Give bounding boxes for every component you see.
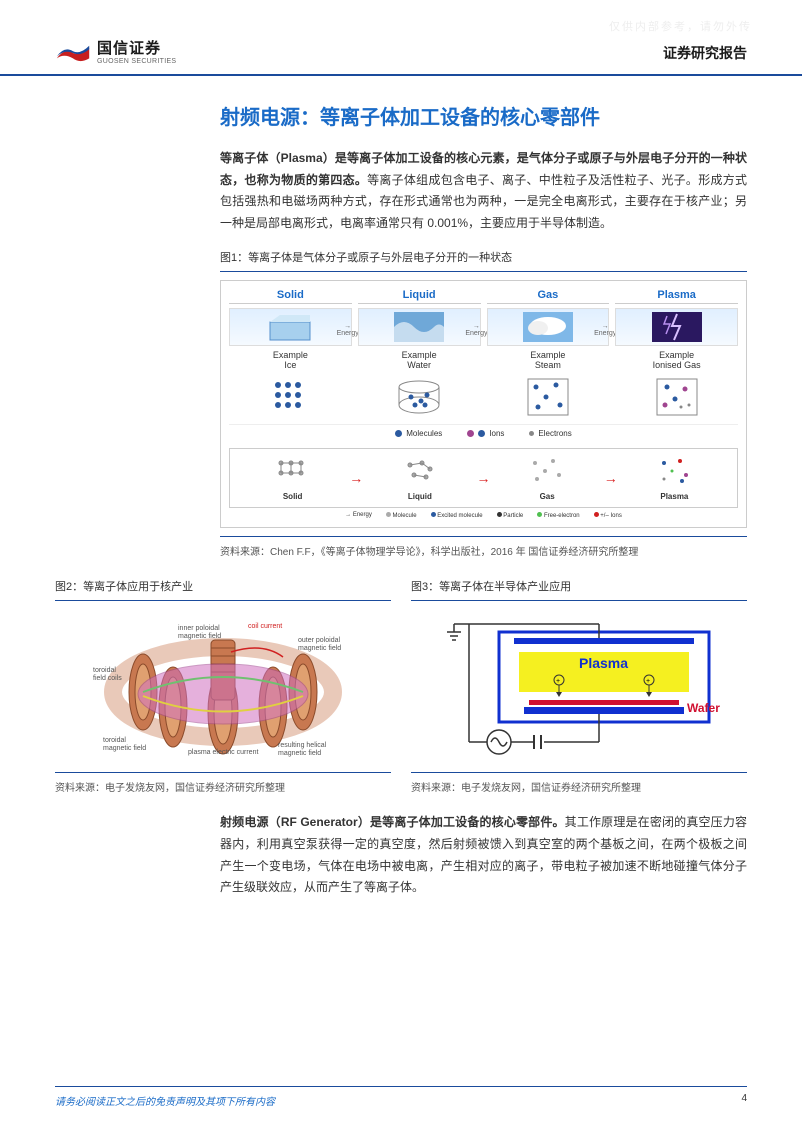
label-coil: coil current [248,623,282,630]
fig1-diagram: Solid →Energy Example Ice Liquid →Energy [220,280,747,528]
fig3-column: 图3：等离子体在半导体产业应用 Plasma + + Wafer [411,578,747,794]
row2-label: Liquid [363,492,476,501]
state-example-sub: Ionised Gas [615,360,738,370]
state-image-gas: →Energy [487,308,610,346]
page-footer: 请务必阅读正文之后的免责声明及其项下所有内容 4 [55,1086,747,1108]
fig3-source: 资料来源：电子发烧友网，国信证券经济研究所整理 [411,772,747,794]
energy-arrow: →Energy [337,323,359,337]
page-header: 国信证券 GUOSEN SECURITIES 证券研究报告 [0,0,802,76]
state-label: Gas [487,289,610,304]
fig3-plasma-chamber: Plasma + + Wafer [411,609,747,764]
svg-text:magnetic field: magnetic field [298,645,341,652]
row2-label: Solid [236,492,349,501]
r2-legend-item: → Energy [345,512,372,519]
particle-gas [487,376,610,418]
row2-label: Gas [491,492,604,501]
content-block-2: 射频电源（RF Generator）是等离子体加工设备的核心零部件。其工作原理是… [0,794,802,898]
fig1-caption: 图1：等离子体是气体分子或原子与外层电子分开的一种状态 [220,249,747,272]
state-label: Plasma [615,289,738,304]
logo-text: 国信证券 GUOSEN SECURITIES [97,41,176,65]
r2-legend-item: Molecule [386,512,417,519]
row2-arrow: → [477,470,491,486]
state-example-sub: Ice [229,360,352,370]
row2-label: Plasma [618,492,731,501]
row2-plasma: Plasma [618,455,731,501]
paragraph-2: 射频电源（RF Generator）是等离子体加工设备的核心零部件。其工作原理是… [220,812,747,898]
state-example: Example [615,350,738,360]
fig2-caption: 图2：等离子体应用于核产业 [55,578,391,601]
energy-arrow: →Energy [465,323,487,337]
state-example-sub: Steam [487,360,610,370]
particle-liquid [358,376,481,418]
state-image-solid: →Energy [229,308,352,346]
row2-gas: Gas [491,455,604,501]
fig1-col-solid: Solid →Energy Example Ice [229,289,352,418]
fig1-col-plasma: Plasma Example Ionised Gas [615,289,738,418]
state-image-plasma [615,308,738,346]
footer-page-number: 4 [741,1093,747,1108]
fig2-source: 资料来源：电子发烧友网，国信证券经济研究所整理 [55,772,391,794]
fig1-col-gas: Gas →Energy Example Steam [487,289,610,418]
plasma-label: Plasma [579,655,628,671]
state-example: Example [229,350,352,360]
state-example: Example [358,350,481,360]
legend-ions: Ions [467,429,504,438]
svg-text:toroidal: toroidal [93,667,116,674]
watermark: 仅供内部参考，请勿外传 [609,18,752,34]
particle-plasma [615,376,738,418]
row2-arrow: → [604,470,618,486]
svg-text:+: + [646,678,650,685]
fig2-column: 图2：等离子体应用于核产业 [55,578,391,794]
r2-legend-item: +/– Ions [594,512,622,519]
svg-text:resulting helical: resulting helical [278,742,327,749]
energy-arrow: →Energy [594,323,616,337]
logo-block: 国信证券 GUOSEN SECURITIES [55,40,176,66]
footer-disclaimer: 请务必阅读正文之后的免责声明及其项下所有内容 [55,1093,275,1108]
row2-liquid: Liquid [363,455,476,501]
svg-text:+: + [556,678,560,685]
header-doc-type: 证券研究报告 [663,43,747,63]
svg-text:toroidal: toroidal [103,737,126,744]
fig1-source: 资料来源：Chen F.F，《等离子体物理学导论》，科学出版社，2016 年 国… [220,536,747,558]
wafer-label: Wafer [687,701,720,715]
two-column-figures: 图2：等离子体应用于核产业 [0,558,802,794]
label-inner: inner poloidal [178,625,220,632]
svg-text:magnetic field: magnetic field [178,633,221,640]
fig1-legend: Molecules Ions Electrons [229,424,738,438]
para2-bold: 射频电源（RF Generator）是等离子体加工设备的核心零部件。 [220,815,565,829]
svg-text:magnetic field: magnetic field [278,750,321,757]
fig1-row2-legend: → Energy Molecule Excited molecule Parti… [229,512,738,519]
logo-cn: 国信证券 [97,41,176,56]
fig2-tokamak: inner poloidal magnetic field coil curre… [55,609,391,764]
svg-text:field coils: field coils [93,675,122,682]
main-content: 射频电源：等离子体加工设备的核心零部件 等离子体（Plasma）是等离子体加工设… [0,76,802,558]
state-label: Solid [229,289,352,304]
svg-text:plasma electric current: plasma electric current [188,749,258,756]
particle-solid [229,376,352,418]
state-label: Liquid [358,289,481,304]
section-title: 射频电源：等离子体加工设备的核心零部件 [220,101,747,130]
state-image-liquid: →Energy [358,308,481,346]
paragraph-1: 等离子体（Plasma）是等离子体加工设备的核心元素，是气体分子或原子与外层电子… [220,148,747,234]
fig3-caption: 图3：等离子体在半导体产业应用 [411,578,747,601]
row2-solid: Solid [236,455,349,501]
r2-legend-item: Free-electron [537,512,579,519]
fig1-states-row: Solid →Energy Example Ice Liquid →Energy [229,289,738,418]
r2-legend-item: Particle [497,512,524,519]
svg-text:magnetic field: magnetic field [103,745,146,752]
label-outer: outer poloidal [298,637,340,644]
fig1-row2: Solid → Liquid → Gas → Plasma [229,448,738,508]
logo-en: GUOSEN SECURITIES [97,58,176,65]
r2-legend-item: Excited molecule [431,512,483,519]
state-example: Example [487,350,610,360]
legend-electrons: Electrons [529,429,571,438]
logo-icon [55,40,91,66]
state-example-sub: Water [358,360,481,370]
row2-arrow: → [349,470,363,486]
legend-molecules: Molecules [395,429,442,438]
fig1-col-liquid: Liquid →Energy Example Water [358,289,481,418]
